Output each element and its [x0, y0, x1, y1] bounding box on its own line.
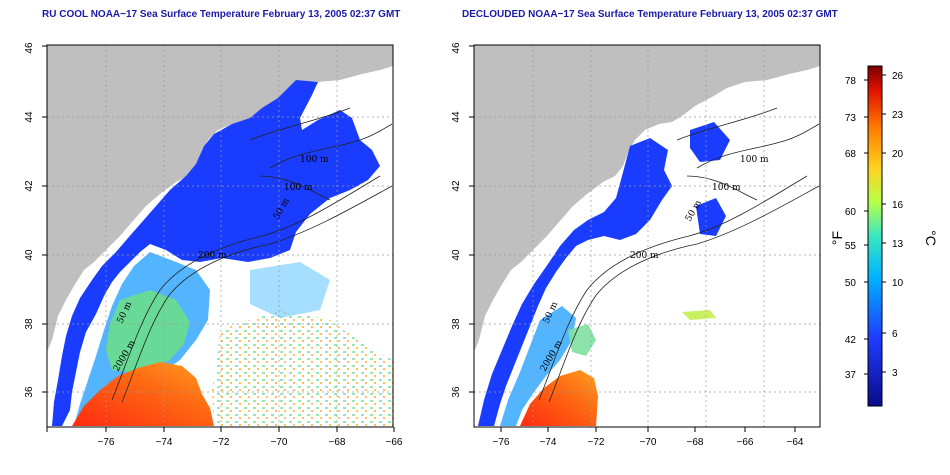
right-cold-patch-east: [696, 198, 726, 236]
left-contour-label-100m-a: 100 m: [300, 155, 329, 165]
right-contour-label-200m: 200 m: [630, 251, 659, 261]
colorbar-c-tick-20: 20: [892, 149, 904, 160]
left-lat-tick-44: 44: [24, 111, 35, 123]
right-grid: [474, 45, 820, 427]
right-contour-label-100m-b: 100 m: [712, 183, 741, 193]
right-lat-tick-46: 46: [451, 42, 462, 54]
left-lon-tick-76: −76: [98, 437, 115, 448]
left-lat-tick-38: 38: [24, 318, 35, 330]
right-lat-tick-44: 44: [451, 111, 462, 123]
right-lon-tick-70: −70: [640, 437, 657, 448]
left-contour-label-100m-b: 100 m: [284, 183, 313, 193]
colorbar-f-tick-42: 42: [845, 335, 857, 346]
right-warm-water: [520, 370, 598, 426]
right-map-panel: 100 m 100 m 50 m 200 m 50 m 2000 m −76 −…: [451, 42, 821, 448]
colorbar-c-tick-26: 26: [892, 71, 904, 82]
left-isobaths: [111, 107, 393, 403]
colorbar-c-tick-13: 13: [892, 239, 904, 250]
left-map-panel: 100 m 100 m 50 m 200 m 50 m 2000 m −76 −…: [24, 42, 403, 448]
right-panel-title: DECLOUDED NOAA−17 Sea Surface Temperatur…: [462, 9, 838, 20]
colorbar-f-tick-37: 37: [845, 370, 857, 381]
left-contour-label-200m: 200 m: [198, 251, 227, 261]
right-lon-tick-76: −76: [493, 437, 510, 448]
left-cold-water: [52, 80, 380, 426]
colorbar-f-tick-78: 78: [845, 76, 857, 87]
colorbar-unit-celsius: °C: [923, 230, 939, 246]
colorbar-f-tick-60: 60: [845, 207, 857, 218]
left-lon-tick-66: −66: [386, 437, 403, 448]
right-lon-tick-74: −74: [540, 437, 557, 448]
colorbar-ticks: [864, 74, 886, 375]
colorbar: 78 73 68 60 55 50 42 37 26 23 20 16 13 1…: [829, 65, 939, 407]
left-lat-tick-36: 36: [24, 386, 35, 398]
left-panel-title: RU COOL NOAA−17 Sea Surface Temperature …: [42, 9, 401, 20]
right-cold-water: [478, 138, 672, 426]
left-green-band: [106, 290, 190, 372]
right-lon-tick-68: −68: [687, 437, 704, 448]
right-isobaths: [538, 107, 820, 403]
right-yellow-patch: [682, 310, 716, 320]
left-x-ticks: [42, 45, 395, 432]
right-lon-tick-72: −72: [588, 437, 605, 448]
right-lat-tick-40: 40: [451, 249, 462, 261]
left-lat-tick-46: 46: [24, 42, 35, 54]
right-lat-tick-36: 36: [451, 386, 462, 398]
colorbar-gradient: [867, 65, 883, 407]
colorbar-f-tick-68: 68: [845, 149, 857, 160]
right-ticks: [469, 45, 796, 432]
colorbar-f-tick-50: 50: [845, 278, 857, 289]
left-lon-tick-72: −72: [213, 437, 230, 448]
left-lon-tick-70: −70: [271, 437, 288, 448]
left-scattered-data: [212, 310, 393, 426]
left-land: [47, 45, 393, 352]
left-lat-tick-42: 42: [24, 180, 35, 192]
left-grid: [47, 45, 393, 427]
right-plot-frame: [473, 44, 821, 428]
right-lon-tick-66: −66: [737, 437, 754, 448]
right-land: [474, 45, 820, 352]
colorbar-c-tick-16: 16: [892, 200, 904, 211]
right-lat-tick-38: 38: [451, 318, 462, 330]
left-lon-tick-74: −74: [156, 437, 173, 448]
left-offshore-patch: [250, 262, 330, 318]
colorbar-unit-fahrenheit: °F: [829, 231, 845, 245]
colorbar-c-tick-10: 10: [892, 278, 904, 289]
colorbar-f-tick-73: 73: [845, 113, 857, 124]
right-shelf-water: [500, 306, 576, 426]
colorbar-c-tick-6: 6: [892, 329, 898, 340]
right-contour-label-100m-a: 100 m: [740, 155, 769, 165]
left-plot-frame: [46, 44, 394, 428]
colorbar-f-tick-55: 55: [845, 241, 857, 252]
right-lat-tick-42: 42: [451, 180, 462, 192]
right-green-patch: [568, 324, 596, 356]
left-lat-tick-40: 40: [24, 249, 35, 261]
left-lon-tick-68: −68: [329, 437, 346, 448]
left-warm-water: [72, 362, 214, 426]
colorbar-c-tick-3: 3: [892, 368, 898, 379]
right-lon-tick-64: −64: [787, 437, 804, 448]
colorbar-c-tick-23: 23: [892, 110, 904, 121]
